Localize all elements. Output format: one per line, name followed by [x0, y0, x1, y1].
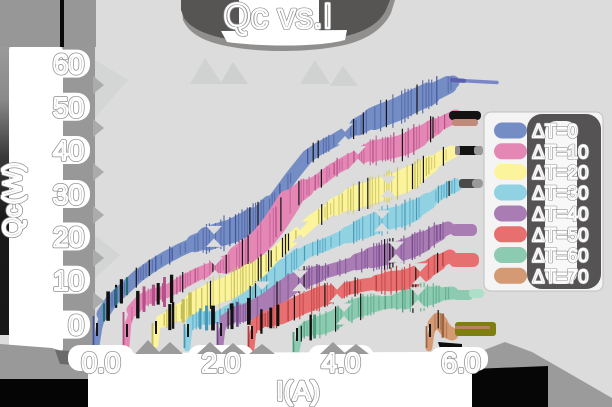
svg-text:ΔT=0: ΔT=0 — [532, 122, 578, 143]
svg-text:ΔT=30: ΔT=30 — [532, 184, 589, 205]
svg-text:ΔT=10: ΔT=10 — [532, 142, 589, 163]
svg-text:30: 30 — [53, 179, 84, 210]
svg-text:ΔT=20: ΔT=20 — [532, 163, 589, 184]
svg-text:ΔT=60: ΔT=60 — [532, 246, 589, 267]
svg-text:50: 50 — [53, 92, 84, 123]
svg-text:ΔT=50: ΔT=50 — [532, 225, 589, 246]
svg-text:6.0: 6.0 — [442, 347, 481, 378]
svg-text:20: 20 — [53, 222, 84, 253]
svg-text:Qc vs.I: Qc vs.I — [224, 0, 333, 36]
svg-text:30: 30 — [53, 179, 84, 210]
svg-text:60: 60 — [53, 49, 84, 80]
svg-text:10: 10 — [53, 265, 84, 296]
svg-text:6.0: 6.0 — [442, 347, 481, 378]
svg-text:60: 60 — [53, 49, 84, 80]
svg-text:ΔT=50: ΔT=50 — [532, 225, 589, 246]
svg-text:I(A): I(A) — [276, 376, 320, 406]
svg-text:2.0: 2.0 — [202, 347, 241, 378]
svg-text:Qc(W): Qc(W) — [0, 162, 27, 237]
svg-text:ΔT=0: ΔT=0 — [532, 122, 578, 143]
svg-text:20: 20 — [53, 222, 84, 253]
svg-text:ΔT=10: ΔT=10 — [532, 142, 589, 163]
svg-text:0.0: 0.0 — [82, 347, 121, 378]
svg-text:0: 0 — [68, 310, 84, 341]
svg-text:50: 50 — [53, 92, 84, 123]
svg-text:I(A): I(A) — [276, 376, 320, 406]
svg-text:ΔT=40: ΔT=40 — [532, 205, 589, 226]
svg-text:10: 10 — [53, 265, 84, 296]
svg-text:ΔT=30: ΔT=30 — [532, 184, 589, 205]
svg-text:Qc vs.I: Qc vs.I — [224, 0, 333, 36]
svg-text:4.0: 4.0 — [322, 347, 361, 378]
svg-text:Qc(W): Qc(W) — [0, 162, 27, 237]
svg-text:ΔT=70: ΔT=70 — [532, 267, 589, 288]
svg-text:ΔT=20: ΔT=20 — [532, 163, 589, 184]
svg-text:40: 40 — [53, 135, 84, 166]
svg-text:ΔT=40: ΔT=40 — [532, 205, 589, 226]
svg-text:ΔT=60: ΔT=60 — [532, 246, 589, 267]
svg-text:40: 40 — [53, 135, 84, 166]
svg-text:0: 0 — [68, 310, 84, 341]
svg-text:ΔT=70: ΔT=70 — [532, 267, 589, 288]
svg-text:4.0: 4.0 — [322, 347, 361, 378]
svg-text:2.0: 2.0 — [202, 347, 241, 378]
svg-text:0.0: 0.0 — [82, 347, 121, 378]
